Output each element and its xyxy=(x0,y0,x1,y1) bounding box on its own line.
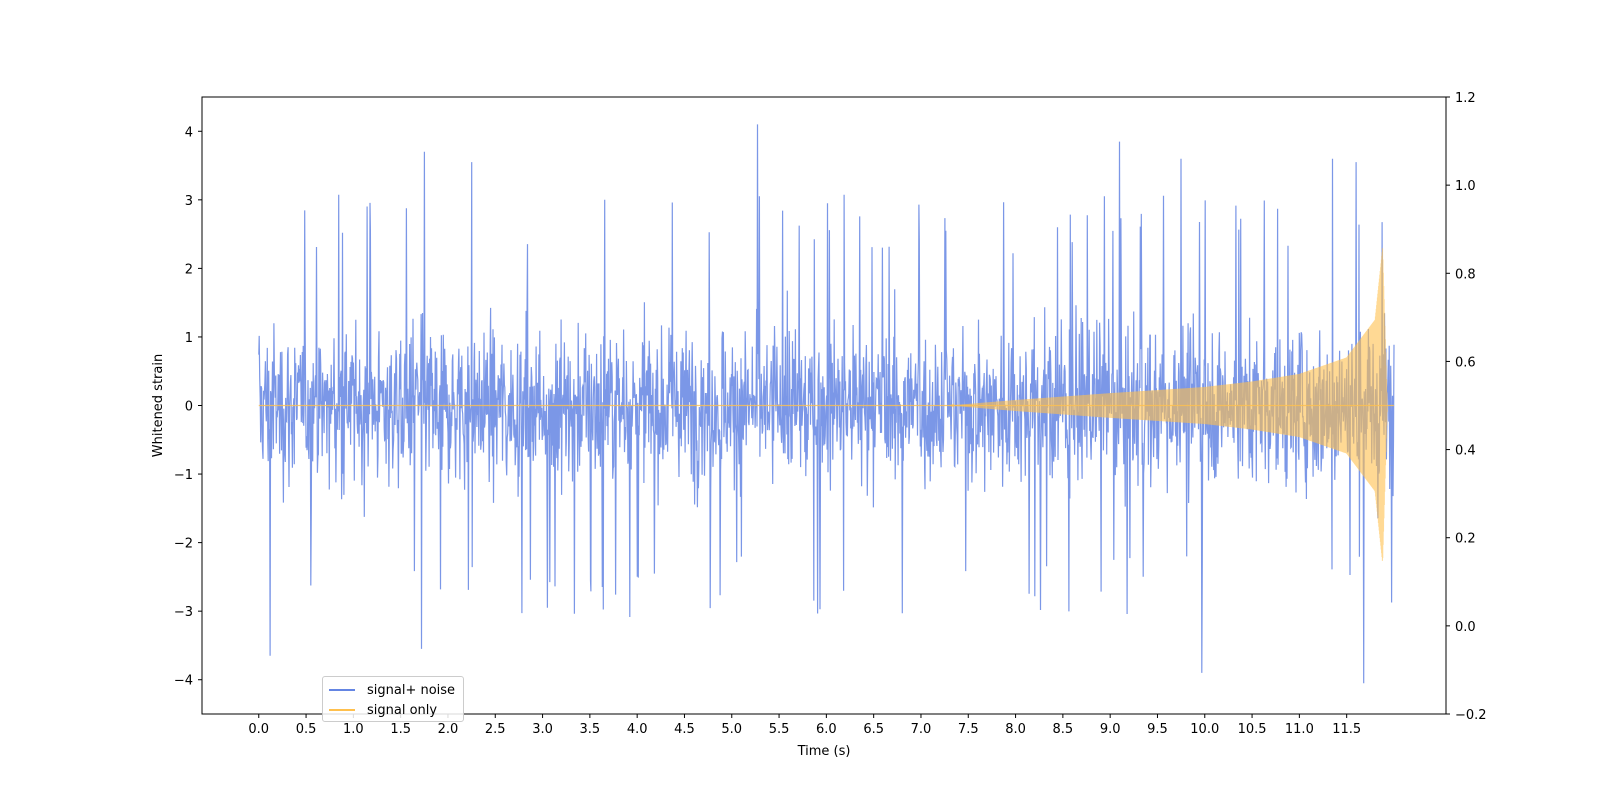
x-tick-label: 5.5 xyxy=(769,722,790,737)
y2-tick-label: 1.2 xyxy=(1455,91,1476,106)
x-axis-label: Time (s) xyxy=(797,744,851,759)
x-tick-label: 7.0 xyxy=(911,722,932,737)
x-tick-label: 3.5 xyxy=(580,722,601,737)
x-tick-label: 7.5 xyxy=(958,722,979,737)
y-tick-label: −4 xyxy=(174,674,193,689)
x-tick-label: 5.0 xyxy=(721,722,742,737)
y2-tick-label: 0.2 xyxy=(1455,532,1476,547)
x-tick-label: 0.5 xyxy=(296,722,317,737)
y-tick-label: 0 xyxy=(185,400,193,415)
x-tick-label: 9.5 xyxy=(1147,722,1168,737)
x-tick-label: 11.5 xyxy=(1332,722,1361,737)
x-tick-label: 8.5 xyxy=(1053,722,1074,737)
y2-tick-label: 0.0 xyxy=(1455,620,1476,635)
x-tick-label: 3.0 xyxy=(532,722,553,737)
y-tick-label: −3 xyxy=(174,605,193,620)
x-tick-label: 4.0 xyxy=(627,722,648,737)
y-tick-label: 2 xyxy=(185,262,193,277)
y-tick-label: −1 xyxy=(174,468,193,483)
y2-tick-label: 0.8 xyxy=(1455,267,1476,282)
legend-swatch-signal-noise xyxy=(329,689,355,691)
legend-swatch-signal-only xyxy=(329,709,355,711)
y-axis-label: Whitened strain xyxy=(151,354,166,457)
x-tick-label: 6.0 xyxy=(816,722,837,737)
y-tick-label: 4 xyxy=(185,125,193,140)
series-signal-only xyxy=(949,248,1388,561)
y2-tick-label: 0.6 xyxy=(1455,355,1476,370)
plot-area xyxy=(258,124,1395,684)
y-tick-label: 1 xyxy=(185,331,193,346)
x-tick-label: 6.5 xyxy=(863,722,884,737)
x-tick-label: 2.5 xyxy=(485,722,506,737)
legend-label-signal-only: signal only xyxy=(367,702,438,718)
x-tick-label: 11.0 xyxy=(1285,722,1314,737)
x-tick-label: 8.0 xyxy=(1005,722,1026,737)
x-tick-label: 9.0 xyxy=(1100,722,1121,737)
y2-tick-label: 1.0 xyxy=(1455,179,1476,194)
y-tick-label: 3 xyxy=(185,194,193,209)
legend-item-signal-noise: signal+ noise xyxy=(329,680,455,700)
x-tick-label: 4.5 xyxy=(674,722,695,737)
legend-label-signal-noise: signal+ noise xyxy=(367,682,456,698)
x-tick-label: 1.0 xyxy=(343,722,364,737)
x-tick-label: 1.5 xyxy=(390,722,411,737)
series-signal-noise xyxy=(258,124,1395,684)
y2-tick-label: 0.4 xyxy=(1455,444,1476,459)
y-tick-label: −2 xyxy=(174,537,193,552)
y2-tick-label: −0.2 xyxy=(1455,708,1487,723)
legend: signal+ noise signal only xyxy=(322,676,464,722)
x-tick-label: 10.5 xyxy=(1238,722,1267,737)
x-tick-label: 10.0 xyxy=(1190,722,1219,737)
axes: 0.0 0.5 1.0 1.5 2.0 2.5 3.0 3.5 4.0 4.5 5.0 5.5 6.0 6… xyxy=(174,91,1487,737)
x-tick-label: 2.0 xyxy=(438,722,459,737)
x-tick-label: 0.0 xyxy=(248,722,269,737)
legend-item-signal-only: signal only xyxy=(329,700,437,720)
